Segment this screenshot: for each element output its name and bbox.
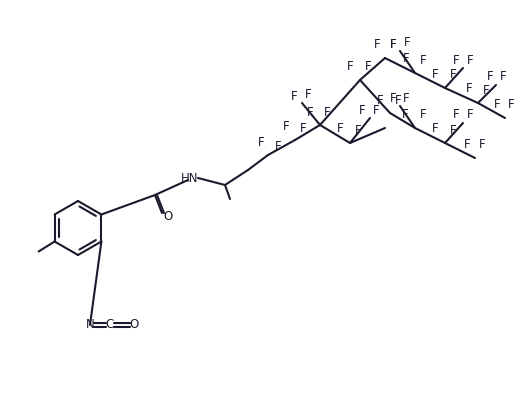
Text: F: F (291, 91, 297, 104)
Text: F: F (483, 84, 489, 97)
Text: F: F (403, 92, 409, 104)
Text: F: F (365, 59, 372, 72)
Text: F: F (432, 67, 438, 81)
Text: F: F (355, 123, 362, 137)
Text: F: F (324, 107, 330, 120)
Text: F: F (374, 38, 380, 51)
Text: F: F (389, 92, 396, 104)
Text: F: F (479, 138, 485, 151)
Text: F: F (419, 109, 426, 122)
Text: O: O (129, 319, 139, 331)
Text: F: F (467, 109, 473, 122)
Text: O: O (163, 211, 173, 224)
Text: F: F (432, 122, 438, 135)
Text: F: F (282, 120, 289, 133)
Text: F: F (508, 99, 514, 112)
Text: F: F (347, 59, 353, 72)
Text: F: F (487, 71, 493, 84)
Text: F: F (389, 38, 396, 51)
Text: F: F (466, 82, 472, 95)
Text: F: F (300, 122, 306, 135)
Text: F: F (404, 36, 411, 49)
Text: F: F (258, 135, 265, 148)
Text: C: C (106, 319, 114, 331)
Text: F: F (275, 140, 281, 153)
Text: F: F (494, 99, 500, 112)
Text: F: F (450, 123, 456, 137)
Text: F: F (305, 89, 311, 102)
Text: F: F (307, 107, 314, 120)
Text: N: N (85, 319, 94, 331)
Text: F: F (467, 54, 473, 66)
Text: HN: HN (181, 171, 199, 184)
Text: F: F (373, 104, 379, 117)
Text: F: F (419, 54, 426, 66)
Text: F: F (402, 107, 408, 120)
Text: F: F (500, 71, 506, 84)
Text: F: F (377, 94, 383, 107)
Text: F: F (450, 69, 456, 82)
Text: F: F (337, 122, 343, 135)
Text: F: F (389, 38, 396, 51)
Text: F: F (403, 53, 409, 66)
Text: F: F (453, 54, 460, 66)
Text: F: F (359, 104, 365, 117)
Text: F: F (464, 138, 470, 151)
Text: F: F (453, 109, 460, 122)
Text: F: F (395, 94, 402, 107)
